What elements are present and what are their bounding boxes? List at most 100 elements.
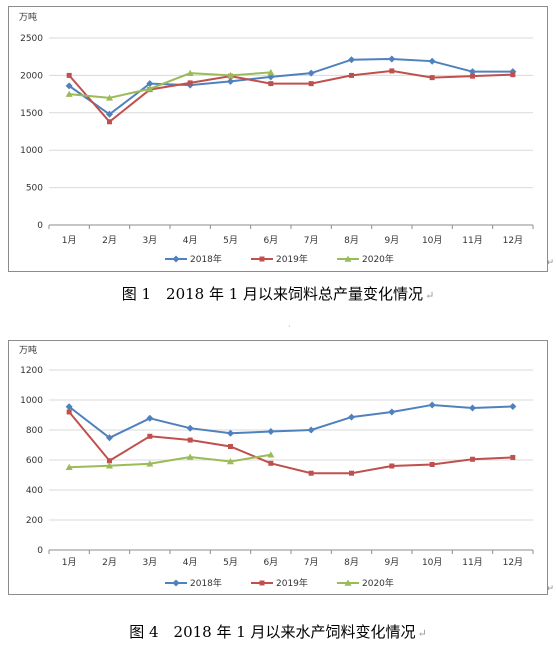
x-tick-label: 9月 [384, 235, 399, 246]
data-point [348, 56, 355, 64]
x-tick-label: 9月 [384, 557, 399, 568]
data-point [267, 68, 275, 76]
x-tick-label: 7月 [304, 235, 319, 246]
chart-aquatic-feed: 万吨 0 200 400 600 800 1000 1200 1月 2月 3月 4月 5月 6月 7月 8月 9… [8, 340, 548, 595]
edge-mark: ↵ [546, 258, 554, 268]
x-tick-label: 4月 [183, 235, 198, 246]
data-point [470, 456, 475, 462]
data-point [429, 462, 435, 467]
data-point [267, 428, 275, 435]
data-point [428, 57, 436, 65]
data-point [510, 72, 516, 78]
data-point [227, 458, 234, 465]
x-tick-label: 8月 [344, 557, 359, 568]
x-tick-label: 3月 [142, 557, 157, 568]
data-point [348, 413, 355, 421]
data-point [172, 579, 180, 587]
x-tick-label: 7月 [304, 557, 319, 568]
data-point [227, 71, 234, 79]
data-point [267, 451, 275, 458]
y-tick-label: 2500 [20, 34, 43, 44]
chart-total-feed-svg: 万吨 0 500 1000 1500 2000 2500 1月 2月 3月 4月 5月 6月 7月 8月 9月… [19, 11, 534, 265]
x-tick-label: 6月 [263, 235, 278, 246]
x-tick-label: 2月 [102, 557, 117, 568]
caption-text: 图 1 2018 年 1 月以来饲料总产量变化情况 [121, 285, 424, 303]
data-point [65, 463, 73, 470]
data-point [147, 433, 153, 439]
x-tick-label: 10月 [422, 235, 442, 246]
data-point [186, 453, 194, 460]
data-point [388, 55, 396, 63]
y-tick-label: 1500 [20, 109, 43, 119]
x-tick-label: 1月 [62, 557, 77, 568]
data-point [172, 255, 180, 263]
legend-label: 2018年 [190, 577, 222, 589]
data-point [106, 462, 113, 469]
legend-label: 2019年 [276, 253, 308, 265]
y-tick-label: 800 [26, 426, 43, 436]
unit-label: 万吨 [19, 11, 37, 23]
y-tick-label: 200 [26, 516, 43, 526]
legend-label: 2018年 [190, 253, 222, 265]
y-tick-label: 2000 [20, 71, 43, 81]
data-point [307, 426, 315, 434]
data-point [187, 437, 193, 443]
data-point [307, 69, 315, 77]
data-point [106, 94, 113, 101]
data-point [186, 424, 194, 432]
series-line [68, 403, 513, 439]
data-point [268, 460, 274, 466]
data-point [470, 73, 475, 79]
data-point [227, 77, 234, 85]
return-mark: ↵ [417, 627, 427, 640]
caption-text: 图 4 2018 年 1 月以来水产饲料变化情况 [129, 623, 416, 641]
unit-label: 万吨 [19, 344, 37, 356]
caption-figure-4: 图 4 2018 年 1 月以来水产饲料变化情况 ↵ [0, 621, 556, 642]
x-tick-label: 2月 [102, 235, 117, 246]
y-tick-label: 600 [26, 456, 43, 466]
x-tick-label: 11月 [462, 235, 482, 246]
x-tick-label: 12月 [503, 235, 523, 246]
data-point [389, 463, 395, 469]
data-point [349, 470, 354, 476]
series-line [68, 411, 513, 475]
data-point [65, 90, 73, 97]
data-point [107, 458, 112, 464]
data-point [510, 454, 516, 460]
series-line [68, 69, 513, 124]
data-point [106, 434, 113, 442]
legend-label: 2020年 [362, 253, 394, 265]
data-point [259, 580, 265, 586]
data-point [228, 444, 233, 449]
data-point [308, 81, 314, 87]
x-tick-label: 5月 [223, 557, 238, 568]
separator-dot: · [288, 322, 291, 331]
data-point [146, 460, 154, 467]
caption-figure-1: 图 1 2018 年 1 月以来饲料总产量变化情况 ↵ [0, 283, 556, 304]
legend-label: 2019年 [276, 577, 308, 589]
series-line [69, 453, 271, 469]
series-line [68, 57, 513, 116]
data-point [344, 579, 352, 586]
data-point [227, 429, 234, 437]
data-point [106, 110, 113, 118]
data-point [186, 69, 194, 76]
x-tick-label: 5月 [223, 235, 238, 246]
edge-mark: ↵ [546, 584, 554, 594]
return-mark: ↵ [425, 289, 435, 302]
x-tick-label: 4月 [183, 557, 198, 568]
data-point [66, 72, 72, 78]
y-tick-label: 1000 [20, 396, 43, 406]
data-point [344, 255, 352, 262]
data-point [469, 404, 476, 412]
x-tick-label: 12月 [503, 557, 523, 568]
y-tick-label: 1200 [20, 366, 43, 376]
data-point [107, 119, 112, 125]
data-point [509, 402, 517, 410]
data-point [65, 82, 73, 90]
x-tick-label: 3月 [142, 235, 157, 246]
data-point [429, 75, 435, 81]
data-point [428, 401, 436, 409]
data-point [66, 409, 72, 415]
x-tick-label: 8月 [344, 235, 359, 246]
